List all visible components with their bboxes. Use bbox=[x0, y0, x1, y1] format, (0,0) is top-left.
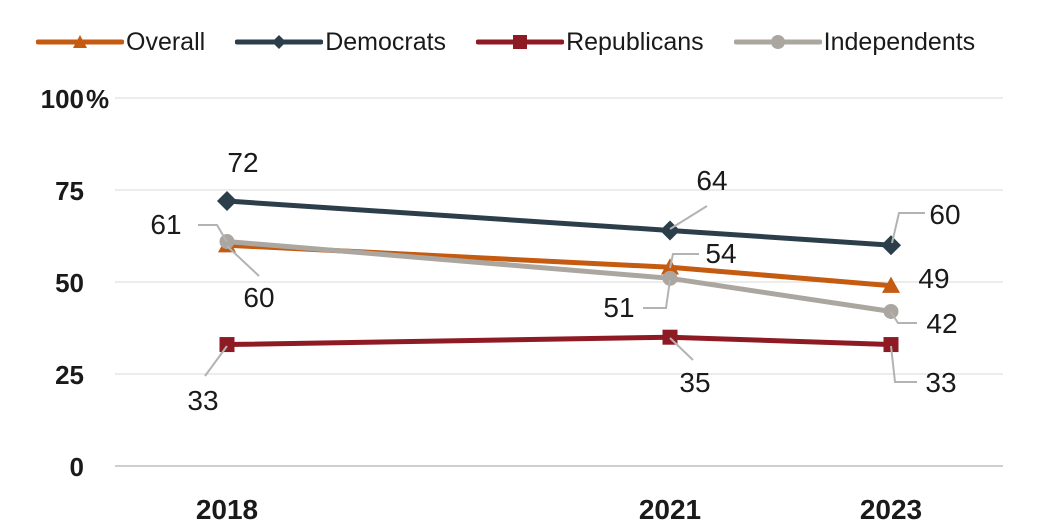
leader-line bbox=[204, 345, 228, 377]
leader-line bbox=[669, 205, 708, 230]
x-tick-label: 2021 bbox=[639, 494, 701, 525]
leader-line bbox=[198, 224, 228, 243]
triangle-marker-icon bbox=[36, 35, 124, 48]
diamond-marker-icon bbox=[235, 35, 324, 49]
data-label-overall: 54 bbox=[705, 238, 736, 269]
y-tick-label: 100 bbox=[41, 84, 84, 114]
data-point-democrats bbox=[881, 235, 901, 256]
data-label-independents: 42 bbox=[926, 308, 957, 339]
series-line-republicans bbox=[226, 334, 892, 348]
data-label-independents: 51 bbox=[603, 292, 634, 323]
leader-line bbox=[669, 337, 694, 361]
leader-line bbox=[226, 245, 260, 277]
y-tick-label: 0 bbox=[70, 452, 84, 482]
y-tick-label: 50 bbox=[55, 268, 84, 298]
data-point-independents bbox=[883, 303, 899, 319]
data-point-republicans bbox=[883, 337, 899, 353]
data-point-overall bbox=[882, 276, 900, 293]
x-tick-label: 2023 bbox=[860, 494, 922, 525]
legend-label: Independents bbox=[823, 27, 976, 56]
data-point-republicans bbox=[219, 337, 235, 353]
leader-line bbox=[669, 253, 699, 269]
data-label-overall: 60 bbox=[243, 282, 274, 313]
leader-line bbox=[890, 345, 917, 383]
data-label-democrats: 72 bbox=[227, 147, 258, 178]
legend: Overall Democrats Republicans Independents bbox=[36, 24, 975, 60]
legend-item-independents: Independents bbox=[733, 27, 976, 57]
square-marker-icon bbox=[476, 35, 565, 49]
leader-line bbox=[643, 279, 671, 309]
data-label-republicans: 33 bbox=[187, 385, 218, 416]
series-line-democrats bbox=[226, 198, 892, 248]
legend-item-republicans: Republicans bbox=[476, 28, 704, 57]
circle-marker-icon bbox=[733, 35, 822, 49]
data-point-democrats bbox=[217, 191, 237, 212]
data-label-democrats: 60 bbox=[929, 199, 960, 230]
legend-label: Overall bbox=[126, 27, 206, 56]
legend-item-democrats: Democrats bbox=[235, 28, 446, 57]
x-tick-label: 2018 bbox=[196, 494, 258, 525]
leader-line bbox=[890, 311, 917, 324]
y-tick-label: 75 bbox=[55, 176, 84, 206]
y-tick-label: 25 bbox=[55, 360, 84, 390]
data-label-democrats: 64 bbox=[696, 165, 727, 196]
data-label-republicans: 35 bbox=[679, 367, 710, 398]
data-point-independents bbox=[662, 270, 678, 286]
legend-label: Democrats bbox=[325, 27, 447, 56]
leader-line bbox=[891, 212, 925, 244]
legend-label: Republicans bbox=[566, 27, 704, 56]
data-label-overall: 49 bbox=[918, 263, 949, 294]
data-label-republicans: 33 bbox=[925, 367, 956, 398]
legend-item-overall: Overall bbox=[36, 28, 205, 57]
y-unit-label: % bbox=[86, 84, 109, 114]
data-label-independents: 61 bbox=[150, 209, 181, 240]
